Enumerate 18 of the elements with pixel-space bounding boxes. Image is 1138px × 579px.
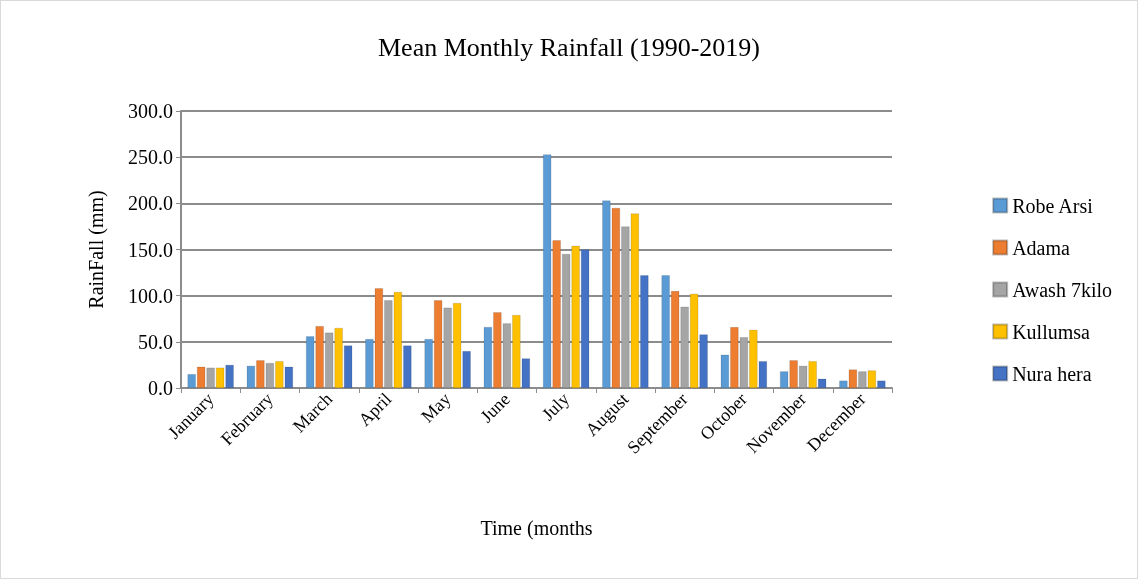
legend-label: Adama	[1012, 236, 1071, 259]
x-tick-label: June	[476, 388, 514, 427]
legend-label: Kullumsa	[1012, 320, 1091, 343]
y-tick-label: 150.0	[128, 238, 173, 261]
y-tick-label: 100.0	[128, 284, 173, 307]
x-tick-label: July	[537, 388, 574, 425]
y-axis-title: RainFall (mm)	[85, 190, 108, 309]
x-tick-label: May	[417, 388, 455, 427]
y-tick-label: 300.0	[128, 100, 173, 122]
y-tick-label: 0.0	[148, 377, 173, 399]
y-tick-label: 250.0	[128, 146, 173, 169]
chart-title: Mean Monthly Rainfall (1990-2019)	[378, 32, 760, 62]
y-tick-label: 50.0	[138, 330, 173, 353]
legend-label: Nura hera	[1012, 362, 1092, 385]
x-axis-title: Time (months	[480, 517, 593, 540]
legend-label: Awash 7kilo	[1012, 278, 1112, 301]
y-tick-label: 200.0	[128, 192, 173, 215]
legend-label: Robe Arsi	[1012, 194, 1094, 217]
